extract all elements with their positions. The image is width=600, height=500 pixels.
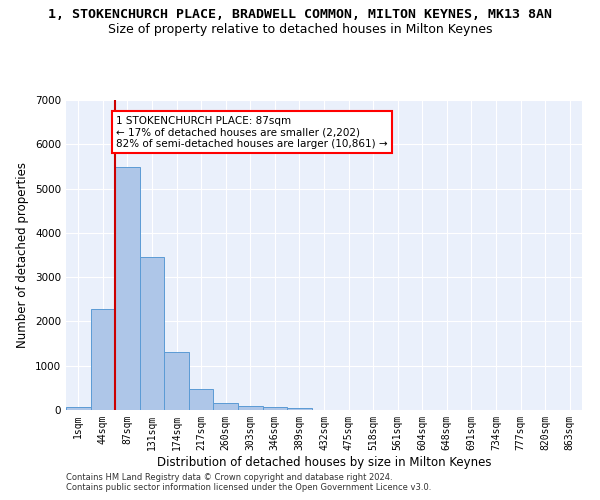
Bar <box>66 406 91 410</box>
X-axis label: Distribution of detached houses by size in Milton Keynes: Distribution of detached houses by size … <box>157 456 491 468</box>
Text: Contains HM Land Registry data © Crown copyright and database right 2024.: Contains HM Land Registry data © Crown c… <box>66 472 392 482</box>
Bar <box>164 352 189 410</box>
Bar <box>238 406 263 410</box>
Text: Size of property relative to detached houses in Milton Keynes: Size of property relative to detached ho… <box>108 22 492 36</box>
Bar <box>140 257 164 410</box>
Text: Contains public sector information licensed under the Open Government Licence v3: Contains public sector information licen… <box>66 484 431 492</box>
Text: 1, STOKENCHURCH PLACE, BRADWELL COMMON, MILTON KEYNES, MK13 8AN: 1, STOKENCHURCH PLACE, BRADWELL COMMON, … <box>48 8 552 20</box>
Text: 1 STOKENCHURCH PLACE: 87sqm
← 17% of detached houses are smaller (2,202)
82% of : 1 STOKENCHURCH PLACE: 87sqm ← 17% of det… <box>116 116 388 148</box>
Bar <box>91 310 115 410</box>
Bar <box>263 407 287 410</box>
Bar <box>214 403 238 410</box>
Bar <box>189 389 214 410</box>
Bar <box>115 168 140 410</box>
Bar <box>287 408 312 410</box>
Y-axis label: Number of detached properties: Number of detached properties <box>16 162 29 348</box>
